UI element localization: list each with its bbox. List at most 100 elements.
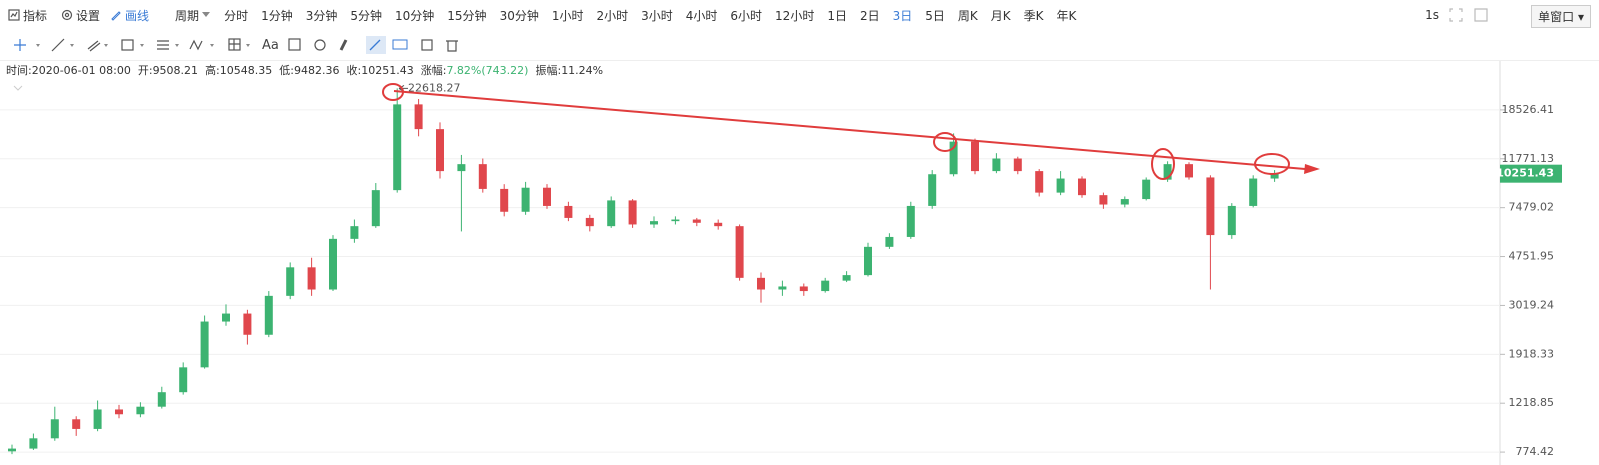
period-btn[interactable]: 周期 [175, 7, 211, 24]
candle-body [1056, 178, 1065, 193]
refresh[interactable]: 1s [1425, 8, 1439, 22]
candle-body [842, 275, 851, 281]
candle-body [371, 190, 380, 227]
candle-body [650, 221, 658, 225]
open: 开:9508.21 [138, 62, 198, 78]
period[interactable]: 季K [1023, 8, 1044, 23]
period-list: 分时 1分钟 3分钟 5分钟 10分钟 15分钟 30分钟 1小时 2小时 3小时 4小时 6小时 12… [224, 7, 1089, 24]
candle-body [414, 104, 423, 130]
value: 10251.43 [361, 64, 414, 77]
candle-body [521, 187, 530, 212]
candle-body [585, 217, 594, 227]
label: 时间: [6, 64, 32, 77]
period[interactable]: 年K [1056, 8, 1077, 23]
tool-icons: Aa [14, 36, 458, 54]
candle-body [264, 295, 273, 335]
period[interactable]: 3分钟 [305, 8, 338, 23]
circle [933, 132, 957, 152]
icon [111, 11, 121, 21]
candle-body [992, 158, 1001, 172]
settings-btn[interactable]: 设置 [61, 7, 100, 24]
value: 11.24% [561, 64, 604, 77]
current-price-box [1500, 164, 1562, 183]
high-marker-label: 22618.27 [408, 81, 461, 94]
candle-body [543, 187, 551, 206]
candle-body [799, 286, 808, 292]
text-tool[interactable]: Aa [262, 38, 279, 53]
label: 收: [346, 64, 362, 77]
candle-body [949, 141, 958, 175]
candle-body [350, 226, 359, 239]
period[interactable]: 4小时 [685, 8, 718, 23]
y-tick-label: 4751.95 [1509, 250, 1555, 263]
candle-body [457, 164, 466, 172]
period[interactable]: 1分钟 [261, 8, 293, 23]
candle-body [200, 321, 209, 368]
current-price-label: 10251.43 [1496, 167, 1554, 180]
candle-body [821, 280, 830, 292]
candle-body [757, 277, 765, 290]
label: 高: [205, 64, 220, 77]
candle-body [671, 219, 680, 222]
period[interactable]: 分时 [224, 8, 249, 23]
period[interactable]: 月K [990, 8, 1011, 23]
period[interactable]: 2小时 [596, 8, 629, 23]
period[interactable]: 10分钟 [395, 8, 435, 23]
annotations [382, 83, 1320, 180]
period[interactable]: 2日 [859, 8, 880, 23]
period[interactable]: 3日 [892, 8, 913, 23]
label: 开: [137, 64, 153, 77]
period[interactable]: 15分钟 [447, 8, 487, 23]
candle-body [222, 313, 230, 322]
candle-body [50, 419, 59, 439]
candle-body [1185, 164, 1193, 178]
candle-body [928, 174, 937, 206]
candle-body [628, 200, 637, 225]
label: 单窗口 [1538, 10, 1575, 24]
period[interactable]: 5日 [925, 8, 945, 23]
candle-body [307, 267, 316, 290]
candle-body [906, 205, 915, 237]
candle-body [29, 438, 38, 449]
candle-body [500, 188, 509, 212]
period[interactable]: 30分钟 [499, 8, 539, 23]
candle-body [1270, 173, 1279, 179]
value: 10548.35 [219, 64, 273, 77]
candle-body [1078, 178, 1086, 196]
candle-body [286, 267, 295, 296]
candle-body [778, 286, 787, 290]
draw-btn[interactable]: 画线 [110, 7, 149, 24]
ohlc-info: 时间:2020-06-01 08:00 开:9508.21 高:10548.35… [6, 62, 603, 78]
drawing-toolbar: Aa [0, 30, 470, 60]
period[interactable]: 1日 [827, 8, 847, 23]
indicators-btn[interactable]: 指标 [8, 7, 47, 24]
candle-body [692, 219, 701, 223]
amplitude: 振幅:11.24% [535, 62, 603, 78]
circle [1151, 148, 1175, 180]
window-btn[interactable]: 单窗口 ▾ [1531, 5, 1591, 28]
candle-body [329, 238, 337, 290]
candle-body [1227, 205, 1236, 236]
y-tick-label: 18526.41 [1502, 103, 1555, 116]
candle-body [735, 226, 744, 278]
period[interactable]: 1小时 [551, 8, 584, 23]
period[interactable]: 3小时 [641, 8, 673, 23]
candle-body [607, 200, 616, 227]
toolbar: 指标 设置 画线 周期 分时 1分钟 3分钟 5分钟 10分钟 15分钟 30分钟 1小时 2小… [0, 0, 1599, 30]
candle-body [157, 392, 166, 407]
candle-body [1249, 178, 1258, 206]
value: 9482.36 [294, 64, 340, 77]
window-icons [1449, 8, 1488, 22]
candle-body [8, 448, 16, 452]
label: 涨幅: [420, 64, 447, 77]
y-tick-label: 7479.02 [1509, 201, 1555, 214]
period[interactable]: 5分钟 [350, 8, 382, 23]
icon [8, 9, 20, 21]
label: 设置 [76, 8, 101, 23]
period[interactable]: 周K [957, 8, 978, 23]
period[interactable]: 6小时 [730, 8, 763, 23]
candle-body [136, 406, 145, 415]
close: 收:10251.43 [347, 62, 414, 78]
period[interactable]: 12小时 [775, 8, 815, 23]
candles: 22618.27 10251.43 [8, 81, 1562, 455]
